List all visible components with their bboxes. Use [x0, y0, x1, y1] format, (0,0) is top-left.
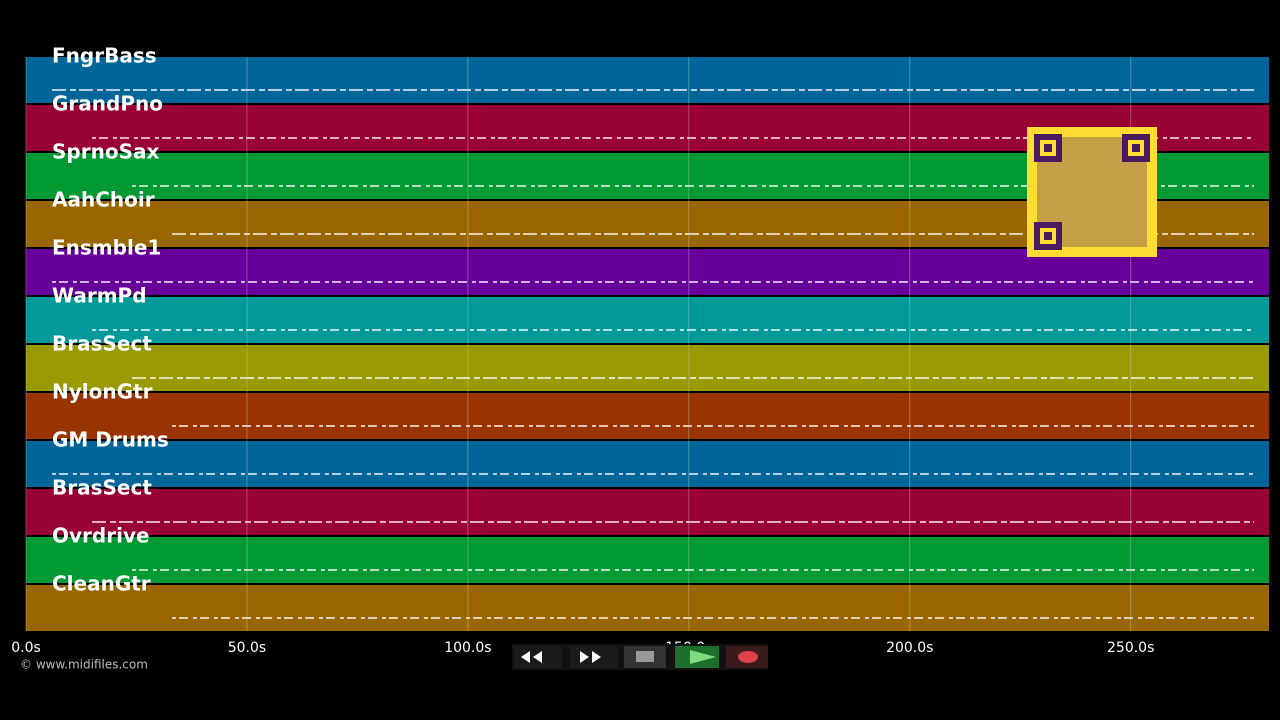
play-button[interactable] — [675, 646, 719, 668]
track-name: Ovrdrive — [52, 524, 150, 548]
track-lane — [26, 489, 1269, 535]
track-lane — [26, 57, 1269, 103]
tick-label: 50.0s — [228, 640, 266, 656]
track-lane — [26, 441, 1269, 487]
track-name: CleanGtr — [52, 572, 151, 596]
track-lane — [26, 537, 1269, 583]
tick-label: 0.0s — [11, 640, 41, 656]
track-name: SprnoSax — [52, 140, 159, 164]
track-name: AahChoir — [52, 188, 155, 212]
track-labels: FngrBass GrandPno SprnoSax AahChoir Ensmble1… — [52, 44, 169, 596]
tick-label: 200.0s — [886, 640, 933, 656]
track-lane — [26, 297, 1269, 343]
track-name: BrasSect — [52, 332, 152, 356]
tick-label: 100.0s — [444, 640, 491, 656]
track-name: BrasSect — [52, 476, 152, 500]
transport-controls — [512, 644, 768, 670]
record-button[interactable] — [726, 646, 768, 668]
track-name: GrandPno — [52, 92, 163, 116]
stop-button[interactable] — [624, 646, 666, 668]
footer: © www.midifiles.com — [20, 658, 148, 672]
track-name: NylonGtr — [52, 380, 153, 404]
forward-button[interactable] — [570, 646, 618, 668]
track-lane — [26, 345, 1269, 391]
track-lane — [26, 585, 1269, 631]
track-name: Ensmble1 — [52, 236, 161, 260]
track-lane — [26, 393, 1269, 439]
qr-code — [1027, 127, 1157, 257]
track-name: GM Drums — [52, 428, 169, 452]
track-name: WarmPd — [52, 284, 147, 308]
track-name: FngrBass — [52, 44, 157, 68]
tick-label: 250.0s — [1107, 640, 1154, 656]
rewind-button[interactable] — [514, 646, 562, 668]
